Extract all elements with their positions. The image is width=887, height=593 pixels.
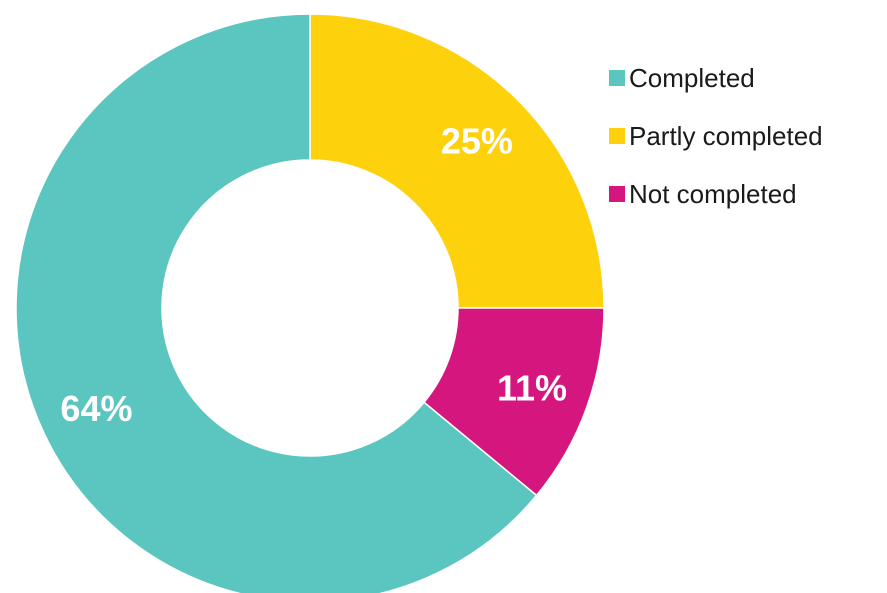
donut-slices: [15, 13, 605, 593]
legend-swatch-not-completed: [609, 186, 625, 202]
data-label-partly-completed: 25%: [441, 121, 513, 162]
donut-data-labels: 25% 11% 64%: [60, 121, 567, 429]
data-label-not-completed: 11%: [497, 367, 567, 408]
data-label-completed: 64%: [60, 388, 132, 429]
slice-completed: [15, 13, 538, 593]
legend-item-completed: Completed: [609, 59, 823, 97]
legend-label-completed: Completed: [629, 62, 755, 93]
slice-partly-completed: [309, 13, 605, 309]
legend-swatch-completed: [609, 70, 625, 86]
legend-label-not-completed: Not completed: [629, 178, 797, 209]
legend-item-partly-completed: Partly completed: [609, 117, 823, 155]
chart-legend: Completed Partly completed Not completed: [609, 59, 823, 233]
legend-swatch-partly-completed: [609, 128, 625, 144]
legend-item-not-completed: Not completed: [609, 175, 823, 213]
legend-label-partly-completed: Partly completed: [629, 120, 823, 151]
